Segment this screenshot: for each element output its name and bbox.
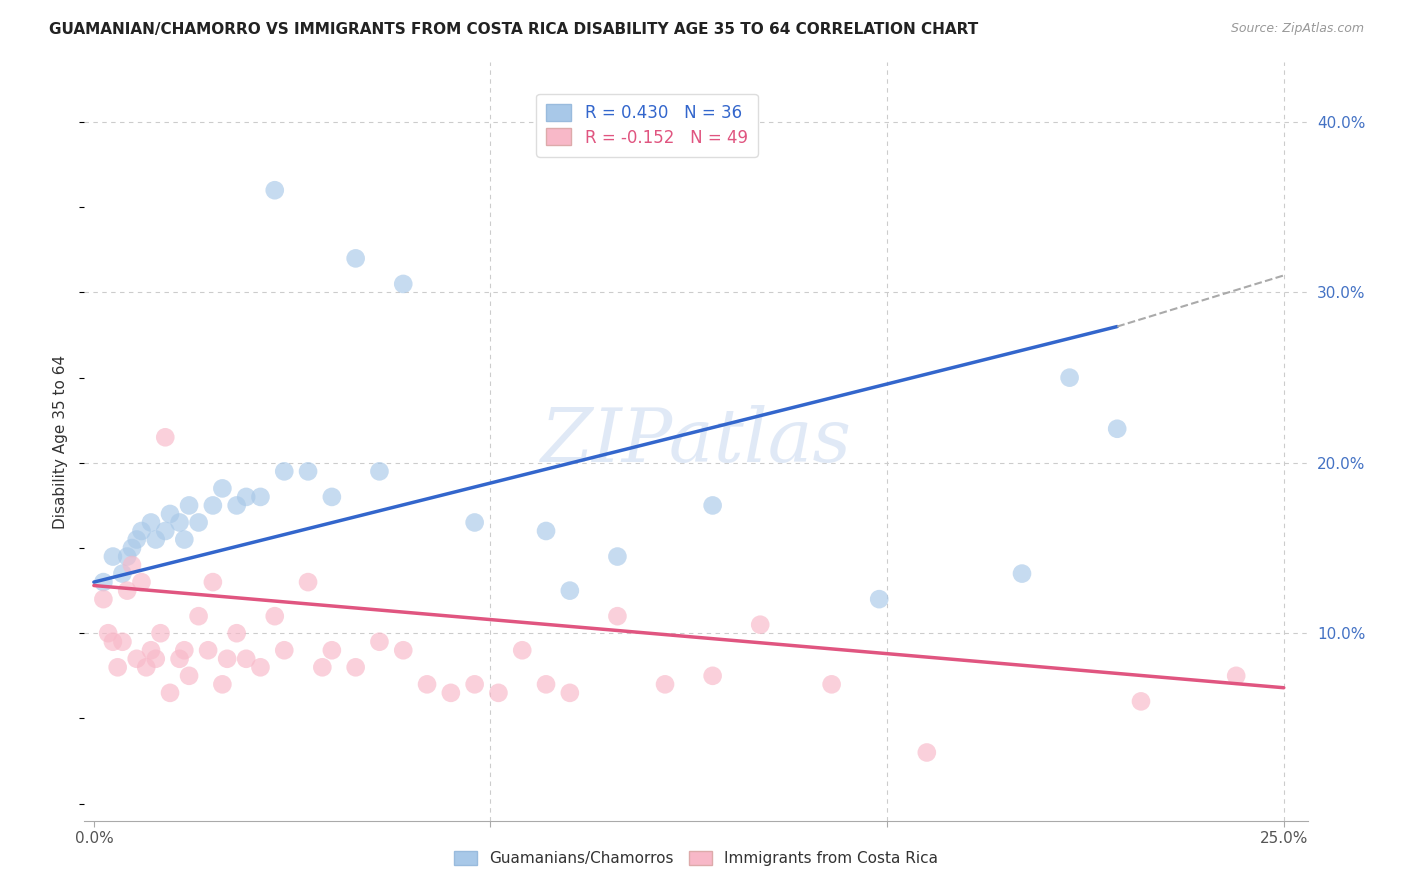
Point xyxy=(211,482,233,496)
Point xyxy=(93,592,115,607)
Point xyxy=(249,490,271,504)
Point xyxy=(135,660,157,674)
Point xyxy=(197,643,219,657)
Point xyxy=(159,507,181,521)
Point xyxy=(155,430,177,444)
Point xyxy=(217,652,239,666)
Point xyxy=(111,566,134,581)
Point xyxy=(115,549,138,564)
Point xyxy=(558,686,581,700)
Point xyxy=(1130,694,1153,708)
Y-axis label: Disability Age 35 to 64: Disability Age 35 to 64 xyxy=(53,354,69,529)
Point xyxy=(131,524,153,538)
Point xyxy=(101,549,124,564)
Point xyxy=(321,490,343,504)
Text: GUAMANIAN/CHAMORRO VS IMMIGRANTS FROM COSTA RICA DISABILITY AGE 35 TO 64 CORRELA: GUAMANIAN/CHAMORRO VS IMMIGRANTS FROM CO… xyxy=(49,22,979,37)
Point xyxy=(169,652,191,666)
Point xyxy=(139,516,162,530)
Point xyxy=(235,490,257,504)
Point xyxy=(145,533,167,547)
Point xyxy=(177,669,200,683)
Point xyxy=(558,583,581,598)
Point xyxy=(297,575,319,590)
Point xyxy=(534,677,557,691)
Point xyxy=(488,686,510,700)
Point xyxy=(654,677,676,691)
Point xyxy=(125,533,148,547)
Point xyxy=(464,677,486,691)
Point xyxy=(368,634,391,648)
Point xyxy=(101,634,124,648)
Point xyxy=(249,660,271,674)
Point xyxy=(149,626,172,640)
Point xyxy=(173,533,195,547)
Point xyxy=(263,183,285,197)
Point xyxy=(169,516,191,530)
Point xyxy=(131,575,153,590)
Point xyxy=(464,516,486,530)
Point xyxy=(368,464,391,478)
Point xyxy=(159,686,181,700)
Point xyxy=(1107,422,1129,436)
Point xyxy=(1011,566,1033,581)
Point xyxy=(702,669,724,683)
Point xyxy=(115,583,138,598)
Point xyxy=(177,499,200,513)
Point xyxy=(187,609,209,624)
Point xyxy=(416,677,439,691)
Point xyxy=(201,499,224,513)
Point xyxy=(93,575,115,590)
Point xyxy=(606,609,628,624)
Point xyxy=(820,677,842,691)
Point xyxy=(344,252,367,266)
Point xyxy=(111,634,134,648)
Point xyxy=(173,643,195,657)
Point xyxy=(107,660,129,674)
Point xyxy=(139,643,162,657)
Point xyxy=(121,541,143,555)
Text: ZIPatlas: ZIPatlas xyxy=(540,405,852,478)
Point xyxy=(273,464,295,478)
Text: Source: ZipAtlas.com: Source: ZipAtlas.com xyxy=(1230,22,1364,36)
Point xyxy=(211,677,233,691)
Point xyxy=(97,626,120,640)
Point xyxy=(311,660,333,674)
Point xyxy=(201,575,224,590)
Point xyxy=(702,499,724,513)
Point xyxy=(1225,669,1247,683)
Point xyxy=(392,277,415,291)
Point xyxy=(125,652,148,666)
Point xyxy=(440,686,463,700)
Point xyxy=(235,652,257,666)
Point xyxy=(534,524,557,538)
Point xyxy=(344,660,367,674)
Point xyxy=(155,524,177,538)
Point xyxy=(868,592,890,607)
Point xyxy=(392,643,415,657)
Point xyxy=(121,558,143,572)
Point xyxy=(225,499,247,513)
Point xyxy=(749,617,772,632)
Legend: Guamanians/Chamorros, Immigrants from Costa Rica: Guamanians/Chamorros, Immigrants from Co… xyxy=(446,843,946,873)
Point xyxy=(297,464,319,478)
Point xyxy=(510,643,533,657)
Point xyxy=(1059,370,1081,384)
Point xyxy=(606,549,628,564)
Point xyxy=(225,626,247,640)
Point xyxy=(263,609,285,624)
Point xyxy=(321,643,343,657)
Point xyxy=(187,516,209,530)
Point xyxy=(915,746,938,760)
Point xyxy=(273,643,295,657)
Point xyxy=(145,652,167,666)
